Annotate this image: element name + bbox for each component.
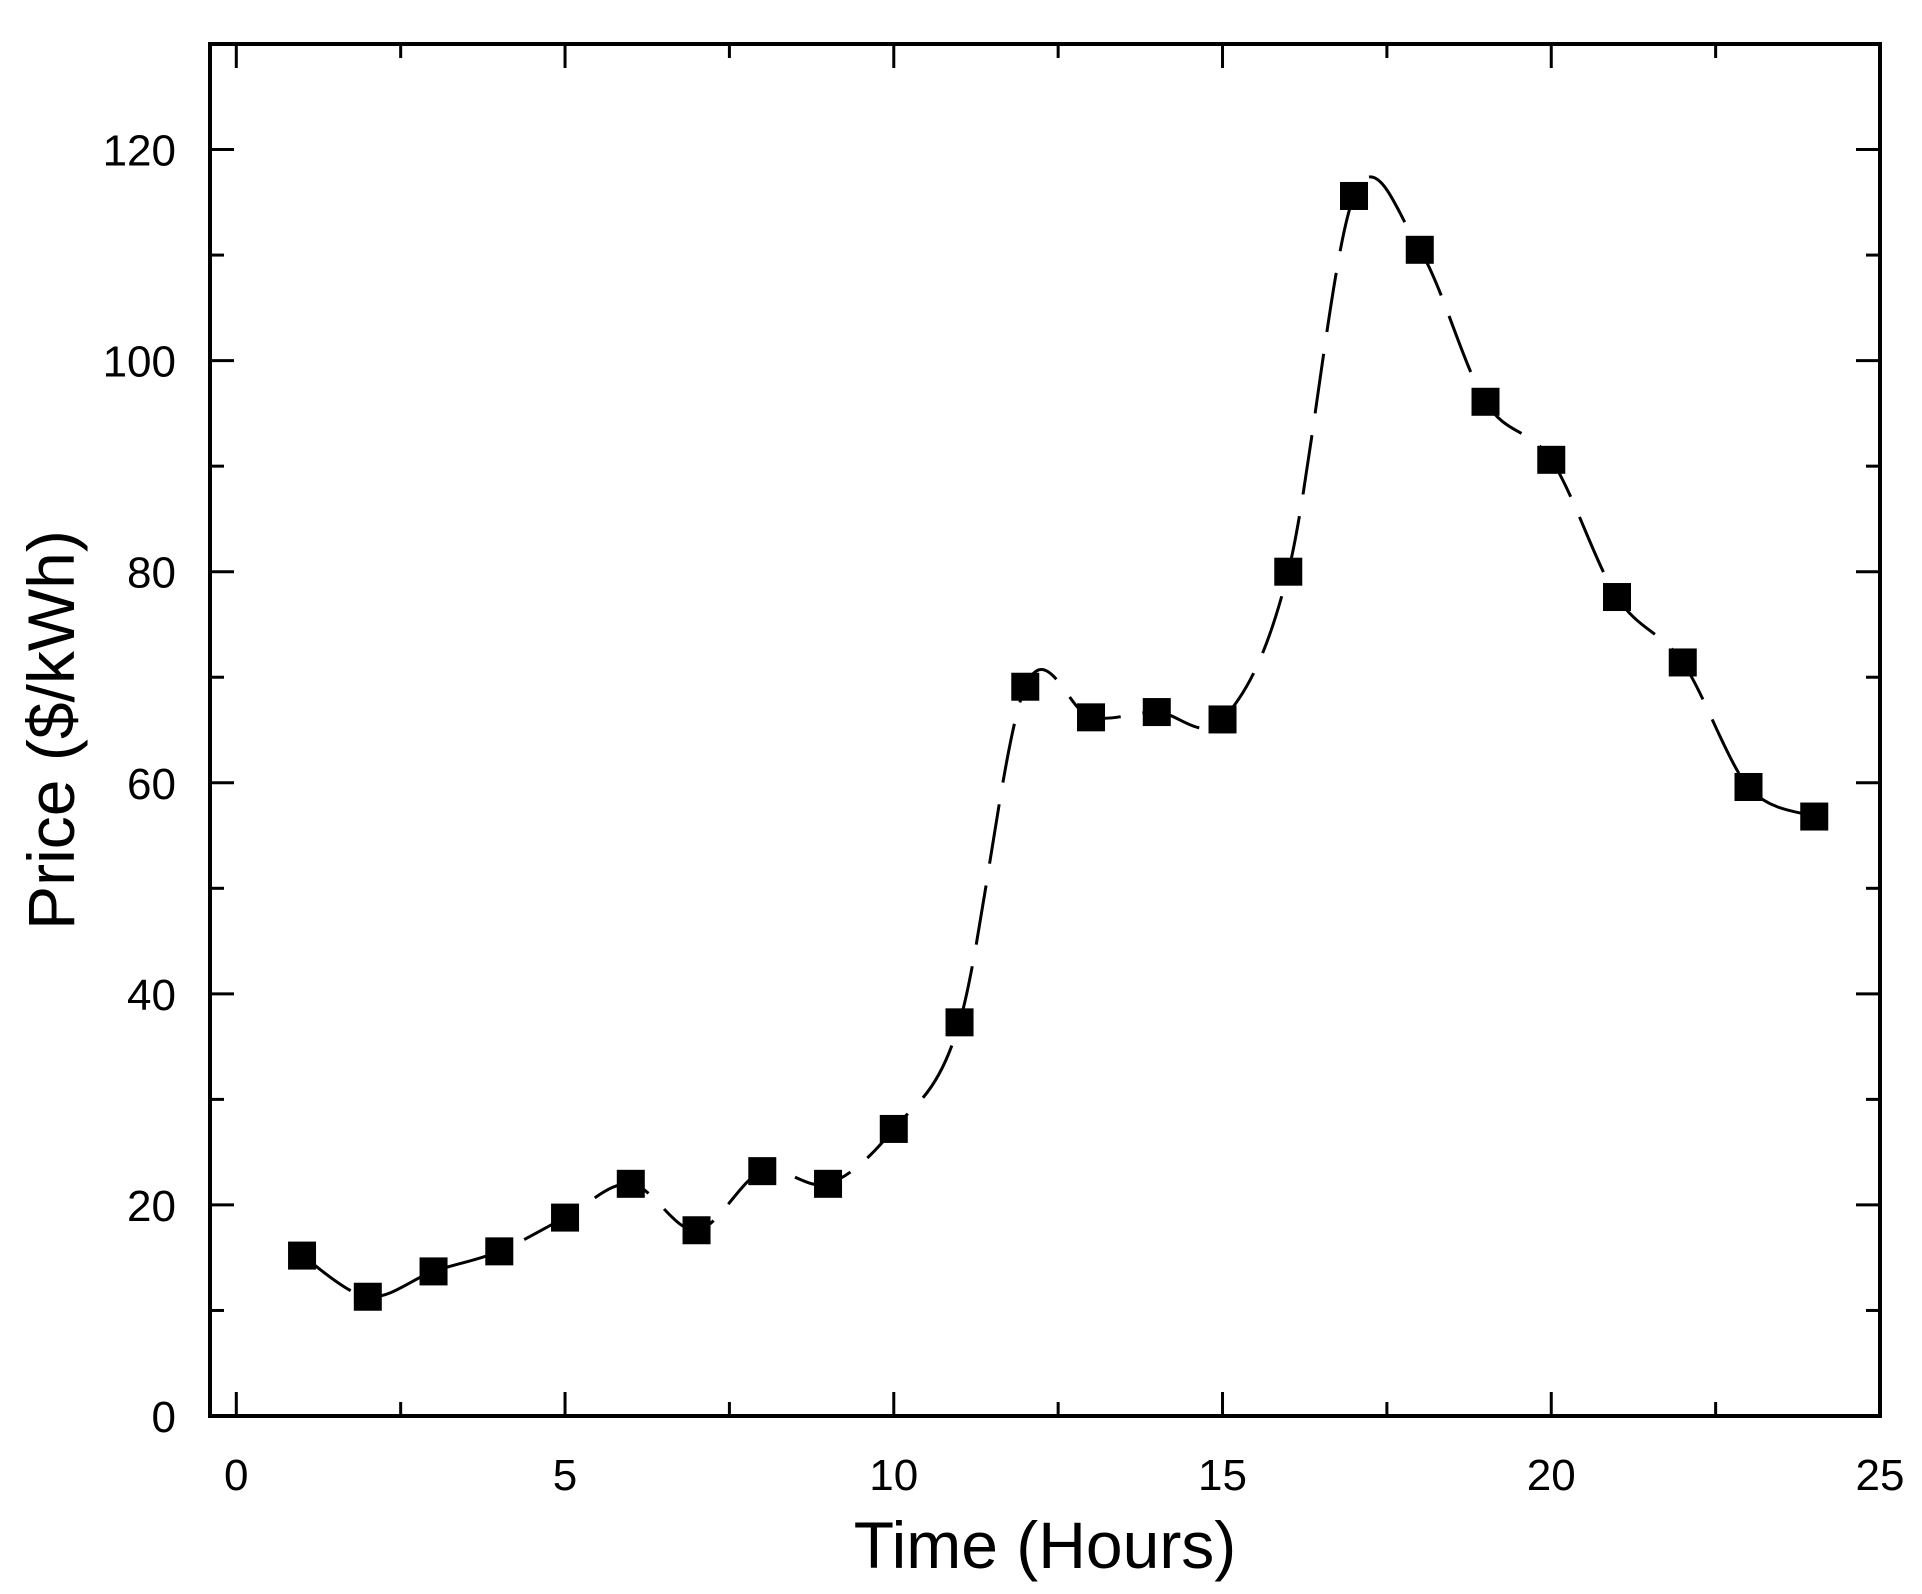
data-point-marker bbox=[1077, 703, 1106, 732]
tick-labels: 0 5 10 15 20 25 0 20 40 60 80 100 120 bbox=[103, 127, 1905, 1500]
data-point-marker bbox=[748, 1157, 777, 1186]
data-point-marker bbox=[1471, 387, 1500, 416]
data-point-marker bbox=[551, 1203, 580, 1232]
axis-ticks bbox=[210, 44, 1882, 1418]
x-tick-label: 25 bbox=[1856, 1451, 1905, 1500]
data-point-marker bbox=[1603, 583, 1632, 612]
data-point-marker bbox=[814, 1169, 843, 1198]
data-point-marker bbox=[1274, 557, 1303, 586]
data-point-marker bbox=[1142, 698, 1171, 727]
x-tick-label: 20 bbox=[1527, 1451, 1576, 1500]
data-point-marker bbox=[288, 1241, 317, 1270]
data-point-marker bbox=[1800, 802, 1829, 831]
x-tick-label: 5 bbox=[553, 1451, 577, 1500]
data-point-marker bbox=[879, 1114, 908, 1143]
price-curve bbox=[301, 175, 1815, 1299]
data-point-marker bbox=[419, 1257, 448, 1286]
plot-frame bbox=[208, 42, 1882, 1418]
y-tick-label: 120 bbox=[103, 127, 176, 176]
data-point-marker bbox=[1734, 772, 1763, 801]
data-point-marker bbox=[1668, 648, 1697, 677]
y-tick-label: 20 bbox=[127, 1182, 176, 1231]
y-tick-label: 60 bbox=[127, 760, 176, 809]
data-markers bbox=[288, 181, 1829, 1311]
y-tick-label: 100 bbox=[103, 338, 176, 387]
data-point-marker bbox=[1340, 181, 1369, 210]
data-point-marker bbox=[616, 1169, 645, 1198]
data-point-marker bbox=[1405, 235, 1434, 264]
x-axis-title: Time (Hours) bbox=[854, 1508, 1237, 1582]
x-tick-label: 15 bbox=[1198, 1451, 1247, 1500]
data-point-marker bbox=[945, 1008, 974, 1037]
data-point-marker bbox=[682, 1216, 711, 1245]
data-point-marker bbox=[1011, 672, 1040, 701]
y-tick-label: 80 bbox=[127, 549, 176, 598]
y-axis-title: Price ($/kWh) bbox=[14, 530, 88, 930]
data-point-marker bbox=[1208, 705, 1237, 734]
data-point-marker bbox=[1537, 445, 1566, 474]
x-tick-label: 0 bbox=[224, 1451, 248, 1500]
data-point-marker bbox=[353, 1282, 382, 1311]
y-tick-label: 40 bbox=[127, 971, 176, 1020]
x-tick-label: 10 bbox=[869, 1451, 918, 1500]
y-tick-label: 0 bbox=[152, 1393, 176, 1442]
data-point-marker bbox=[485, 1237, 514, 1266]
